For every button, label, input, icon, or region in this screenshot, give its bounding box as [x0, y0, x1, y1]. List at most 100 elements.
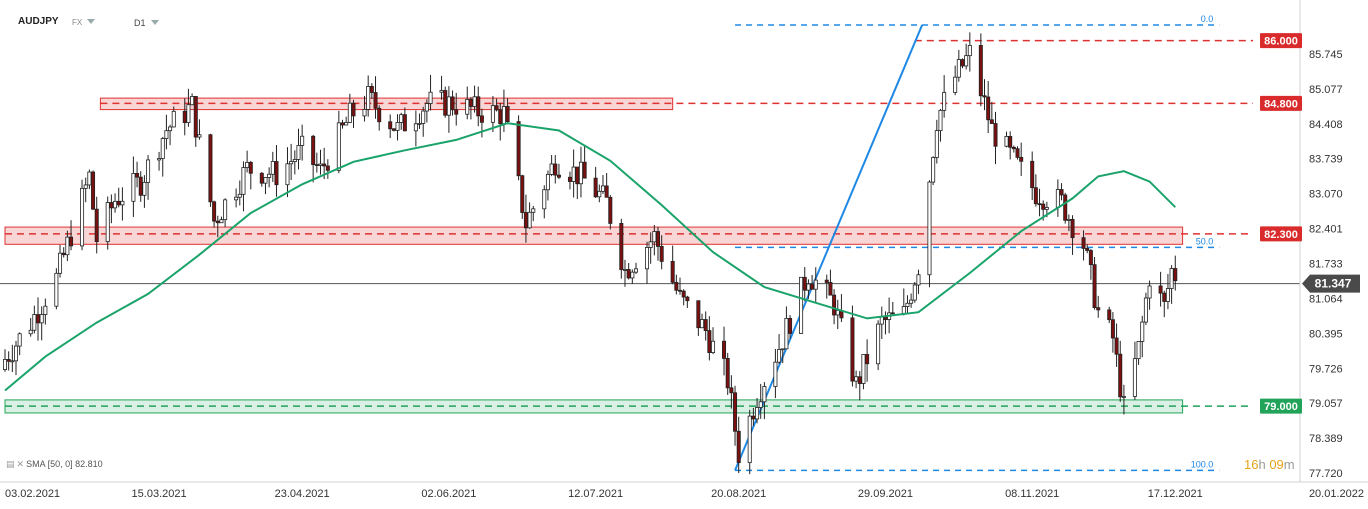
- candle-bear: [1085, 248, 1090, 251]
- timeframe-selector[interactable]: D1: [134, 18, 159, 28]
- candle-bear: [248, 161, 253, 174]
- x-tick-label: 23.04.2021: [275, 488, 330, 500]
- candle-bear: [696, 300, 701, 329]
- candle-bull: [292, 159, 297, 162]
- candle-bull: [700, 319, 705, 329]
- candle-bear: [1030, 160, 1035, 189]
- candle-bull: [1136, 341, 1141, 360]
- candle-bear: [1162, 292, 1167, 302]
- candle-bear: [960, 59, 965, 67]
- x-tick-label: 12.07.2021: [568, 488, 623, 500]
- candle-bull: [571, 166, 576, 182]
- market-label[interactable]: FX: [72, 18, 96, 27]
- level-label-84.800: 84.800: [1264, 98, 1298, 110]
- candle-bull: [417, 122, 422, 125]
- candle-bear: [311, 135, 316, 165]
- current-price-tag-bg: [1302, 274, 1360, 293]
- candle-bear: [656, 231, 661, 247]
- candle-bull: [43, 305, 48, 315]
- candle-bull: [799, 276, 804, 334]
- candle-bull: [780, 348, 785, 351]
- candle-bear: [1173, 268, 1178, 282]
- levels-layer: [0, 39, 1300, 407]
- y-tick-label: 81.064: [1309, 293, 1343, 305]
- candle-bear: [391, 128, 396, 131]
- candle-bear: [828, 282, 833, 296]
- candle-bear: [193, 96, 198, 138]
- candle-bull: [10, 360, 15, 363]
- y-tick-label: 85.077: [1309, 84, 1343, 96]
- candle-bear: [736, 430, 741, 464]
- candle-bull: [644, 247, 649, 270]
- candle-bull: [1140, 321, 1145, 342]
- zones-layer: [4, 97, 1184, 414]
- close-icon[interactable]: ✕: [16, 459, 25, 469]
- symbol-label[interactable]: AUDJPY: [18, 16, 59, 27]
- candle-bear: [322, 163, 327, 167]
- candle-bear: [788, 317, 793, 334]
- candle-bull: [931, 157, 936, 183]
- candle-bull: [399, 114, 404, 123]
- candle-bear: [810, 283, 815, 290]
- candle-bull: [777, 349, 782, 363]
- candle-bear: [1011, 146, 1016, 150]
- candle-bull: [1165, 288, 1170, 302]
- candle-bull: [413, 123, 418, 132]
- candles-layer: [3, 32, 1178, 475]
- candle-bull: [160, 138, 165, 159]
- candle-bull: [967, 45, 972, 57]
- candle-bear: [454, 109, 459, 115]
- candle-bear: [1088, 250, 1093, 266]
- candle-bull: [120, 200, 125, 206]
- candle-bull: [953, 76, 958, 93]
- sma-legend[interactable]: ▤ ✕ SMA [50, 0] 82.810: [6, 459, 103, 470]
- candle-bear: [6, 359, 11, 362]
- level-label-82.300: 82.300: [1264, 229, 1298, 241]
- candle-bear: [619, 223, 624, 270]
- candle-bear: [1081, 237, 1086, 249]
- resistance-zone: [4, 226, 1184, 245]
- candle-bull: [531, 208, 536, 213]
- candle-bear: [722, 340, 727, 359]
- candle-bear: [1059, 189, 1064, 196]
- candle-bull: [190, 96, 195, 106]
- candle-bear: [670, 260, 675, 283]
- candle-bull: [263, 177, 268, 184]
- candle-bear: [1096, 307, 1101, 311]
- candle-bear: [351, 102, 356, 117]
- candle-bear: [626, 269, 631, 279]
- candle-bull: [956, 59, 961, 78]
- candle-bear: [450, 96, 455, 111]
- candle-bull: [105, 202, 110, 242]
- candle-bear: [402, 114, 407, 132]
- candle-bull: [861, 354, 866, 384]
- candle-bear: [1008, 136, 1013, 148]
- candle-bull: [648, 241, 653, 248]
- candle-bull: [131, 173, 136, 202]
- candle-bear: [215, 220, 220, 224]
- candle-bull: [142, 181, 147, 196]
- candle-bull: [344, 122, 349, 126]
- candle-bull: [28, 329, 33, 335]
- candle-bear: [593, 177, 598, 198]
- candle-bull: [578, 161, 583, 185]
- candle-bear: [274, 161, 279, 186]
- candle-bull: [168, 126, 173, 132]
- candle-bull: [854, 376, 859, 382]
- candle-bull: [395, 122, 400, 131]
- candle-bear: [1063, 194, 1068, 221]
- candle-bull: [54, 272, 59, 307]
- x-tick-label: 29.09.2021: [858, 488, 913, 500]
- candle-bear: [575, 166, 580, 185]
- candle-bull: [758, 401, 763, 408]
- candle-bull: [289, 161, 294, 165]
- candle-bull: [83, 184, 88, 189]
- candle-bull: [58, 252, 63, 274]
- x-tick-label: 03.02.2021: [5, 488, 60, 500]
- level-label-84.800-bg: [1260, 95, 1302, 111]
- candle-bear: [94, 208, 99, 242]
- candle-bull: [876, 323, 881, 365]
- indicator-settings-icon[interactable]: ▤: [6, 459, 15, 469]
- candle-bull: [938, 109, 943, 132]
